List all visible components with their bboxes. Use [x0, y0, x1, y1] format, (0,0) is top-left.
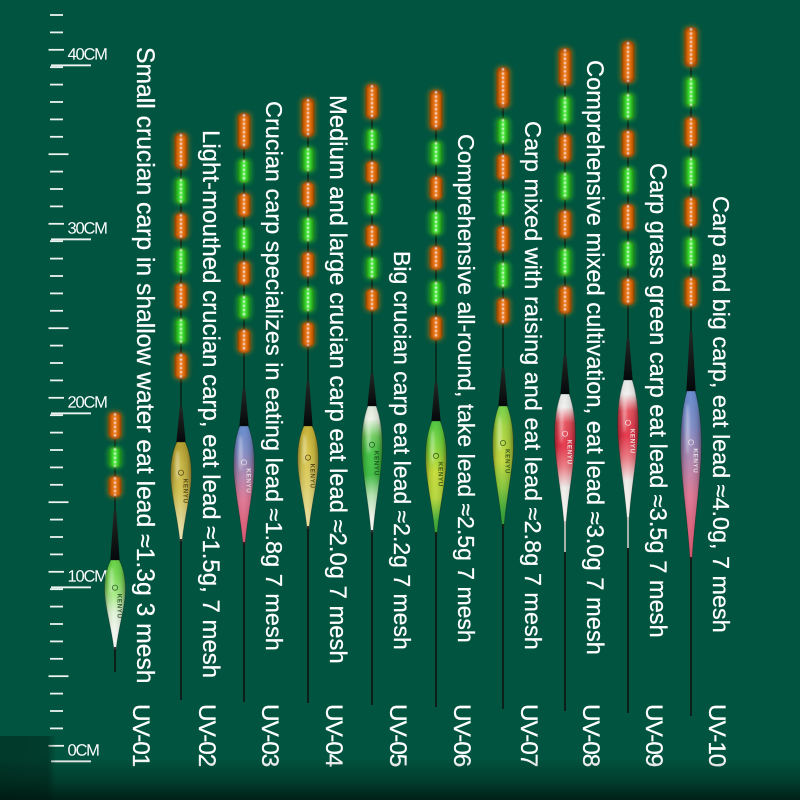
svg-text:Carp mixed with raising and ea: Carp mixed with raising and eat lead ≈2.…: [520, 121, 546, 650]
svg-text:Crucian carp specializes in ea: Crucian carp specializes in eating lead …: [261, 101, 287, 651]
svg-text:KENYU: KENYU: [182, 479, 189, 504]
svg-text:Light-mouthed crucian carp, ea: Light-mouthed crucian carp, eat lead ≈1.…: [197, 130, 224, 678]
svg-text:KENYU: KENYU: [692, 448, 699, 473]
svg-text:Big crucian carp eat lead ≈2.2: Big crucian carp eat lead ≈2.2g 7 mesh: [389, 251, 415, 650]
svg-text:UV-10: UV-10: [703, 704, 730, 767]
svg-text:Medium and large crucian carp: Medium and large crucian carp eat lead ≈…: [324, 95, 351, 664]
svg-text:20CM: 20CM: [67, 394, 107, 412]
svg-text:KENYU: KENYU: [309, 464, 316, 489]
svg-text:UV-04: UV-04: [320, 704, 347, 767]
svg-text:Comprehensive mixed cultivatio: Comprehensive mixed cultivation, eat lea…: [581, 60, 607, 655]
svg-text:KENYU: KENYU: [629, 429, 636, 454]
svg-text:Carp and big carp, eat lead ≈4: Carp and big carp, eat lead ≈4.0g, 7 mes…: [708, 196, 734, 633]
svg-text:0CM: 0CM: [67, 742, 99, 760]
svg-text:UV-07: UV-07: [515, 704, 542, 767]
svg-text:KENYU: KENYU: [245, 468, 252, 493]
svg-text:40CM: 40CM: [67, 46, 107, 64]
svg-text:Comprehensive all-round, take: Comprehensive all-round, take lead ≈2.5g…: [453, 134, 479, 643]
svg-text:KENYU: KENYU: [437, 462, 444, 487]
svg-text:UV-09: UV-09: [640, 704, 667, 767]
svg-text:KENYU: KENYU: [504, 449, 511, 474]
svg-text:UV-06: UV-06: [448, 704, 475, 767]
svg-text:10CM: 10CM: [67, 568, 107, 586]
svg-text:Small crucian carp in shallow: Small crucian carp in shallow water eat …: [131, 47, 158, 684]
svg-text:UV-02: UV-02: [193, 704, 220, 767]
svg-text:UV-01: UV-01: [127, 704, 154, 767]
svg-text:UV-08: UV-08: [577, 704, 604, 767]
svg-text:30CM: 30CM: [67, 220, 107, 238]
svg-text:UV-05: UV-05: [384, 704, 411, 767]
svg-text:Carp grass green carp eat lead: Carp grass green carp eat lead ≈3.5g 7 m…: [644, 163, 670, 638]
svg-text:UV-03: UV-03: [256, 704, 283, 767]
svg-text:KENYU: KENYU: [373, 451, 380, 476]
svg-text:KENYU: KENYU: [116, 594, 123, 619]
svg-text:KENYU: KENYU: [566, 440, 573, 465]
